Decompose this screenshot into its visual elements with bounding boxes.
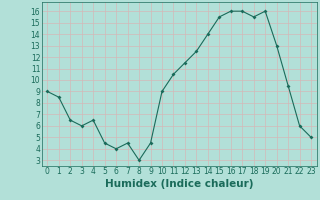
X-axis label: Humidex (Indice chaleur): Humidex (Indice chaleur) [105, 179, 253, 189]
